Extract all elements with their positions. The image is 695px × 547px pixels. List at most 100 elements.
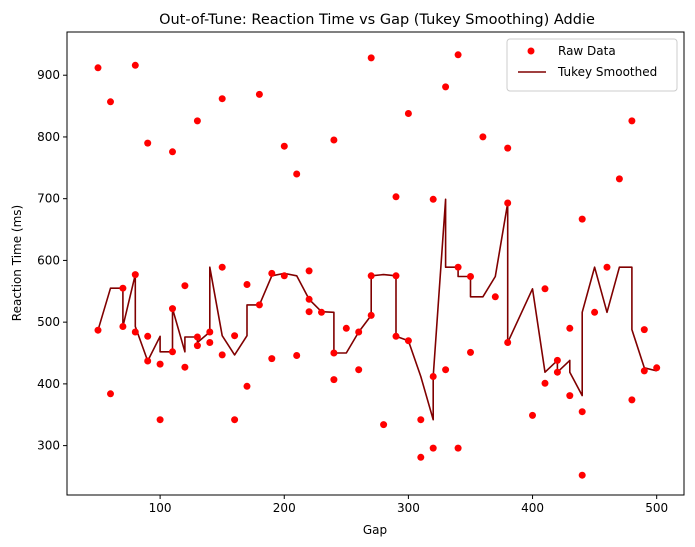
raw-data-point <box>442 366 450 374</box>
legend-box <box>506 38 678 92</box>
raw-data-point <box>429 444 437 452</box>
raw-data-point <box>330 376 338 384</box>
plot-frame <box>66 31 685 496</box>
plot-area <box>94 51 661 479</box>
raw-data-point <box>169 305 176 313</box>
raw-data-point <box>467 273 474 280</box>
y-tick-label: 900 <box>37 68 60 82</box>
raw-data-point <box>255 301 263 309</box>
raw-data-point <box>268 355 276 363</box>
y-tick-label: 800 <box>37 130 60 144</box>
raw-data-point <box>231 416 239 424</box>
raw-data-point <box>243 382 251 390</box>
raw-data-point <box>640 326 648 334</box>
raw-data-point <box>429 373 437 380</box>
y-axis: 300 400 500 600 700 800 900 <box>37 68 67 453</box>
raw-data-point <box>193 342 201 350</box>
raw-data-point <box>417 453 425 461</box>
raw-data-point <box>193 117 201 125</box>
raw-data-point <box>355 366 363 374</box>
raw-data-point <box>578 471 586 479</box>
raw-data-point <box>454 263 462 271</box>
chart-title: Out-of-Tune: Reaction Time vs Gap (Tukey… <box>159 12 595 28</box>
y-tick-label: 400 <box>37 377 60 391</box>
x-tick-label: 500 <box>645 501 668 515</box>
raw-data-series <box>94 51 661 479</box>
raw-data-point <box>218 263 226 271</box>
smoothed-line <box>97 198 657 421</box>
legend-raw-label: Raw Data <box>558 44 616 58</box>
raw-data-point <box>404 110 412 117</box>
x-axis-title: Gap <box>363 523 387 537</box>
raw-data-point <box>169 348 176 356</box>
raw-data-point <box>156 416 164 424</box>
raw-data-point <box>529 411 536 419</box>
raw-data-point <box>504 339 512 346</box>
raw-data-point <box>615 175 623 183</box>
raw-data-point <box>504 199 512 207</box>
raw-data-point <box>94 326 102 334</box>
raw-data-point <box>293 170 301 178</box>
raw-data-point <box>429 195 437 203</box>
raw-data-point <box>181 363 189 371</box>
raw-data-point <box>330 349 338 357</box>
raw-data-point <box>119 284 127 292</box>
x-tick-label: 300 <box>397 501 420 515</box>
raw-data-point <box>206 328 214 336</box>
raw-data-point <box>131 61 139 69</box>
raw-data-point <box>653 364 661 372</box>
raw-data-point <box>144 357 152 365</box>
raw-data-point <box>553 356 561 364</box>
raw-data-point <box>218 95 226 103</box>
raw-data-point <box>541 285 549 293</box>
raw-data-point <box>566 324 574 332</box>
raw-data-point <box>553 368 561 376</box>
raw-data-point <box>131 271 139 279</box>
raw-data-point <box>578 408 586 416</box>
raw-data-point <box>305 267 313 275</box>
y-axis-title: Reaction Time (ms) <box>10 205 24 321</box>
legend-raw-marker <box>527 47 535 55</box>
raw-data-point <box>454 444 462 452</box>
raw-data-point <box>280 142 288 150</box>
x-tick-label: 400 <box>521 501 544 515</box>
raw-data-point <box>280 272 288 280</box>
y-tick-label: 600 <box>37 253 60 267</box>
raw-data-point <box>268 269 276 277</box>
raw-data-point <box>255 90 263 98</box>
raw-data-point <box>144 332 152 340</box>
raw-data-point <box>156 360 164 368</box>
raw-data-point <box>144 139 152 147</box>
raw-data-point <box>169 148 176 156</box>
raw-data-point <box>318 308 325 316</box>
raw-data-point <box>392 332 400 340</box>
raw-data-point <box>94 64 102 72</box>
raw-data-point <box>603 263 611 271</box>
raw-data-point <box>131 328 139 336</box>
raw-data-point <box>243 281 251 288</box>
raw-data-point <box>367 54 375 62</box>
raw-data-point <box>330 136 338 144</box>
raw-data-point <box>181 282 189 290</box>
raw-data-point <box>355 328 363 336</box>
raw-data-point <box>628 117 636 125</box>
raw-data-point <box>367 272 375 280</box>
raw-data-point <box>305 308 313 316</box>
raw-data-point <box>578 215 586 223</box>
legend: Raw Data Tukey Smoothed <box>506 38 678 92</box>
raw-data-point <box>107 98 114 106</box>
x-tick-label: 200 <box>273 501 296 515</box>
raw-data-point <box>491 293 499 301</box>
raw-data-point <box>231 332 239 340</box>
raw-data-point <box>442 83 450 91</box>
raw-data-point <box>479 133 487 141</box>
raw-data-point <box>218 351 226 359</box>
x-tick-label: 100 <box>149 501 172 515</box>
y-tick-label: 700 <box>37 192 60 206</box>
raw-data-point <box>392 193 400 201</box>
raw-data-point <box>367 311 375 319</box>
smoothed-series <box>97 198 657 421</box>
raw-data-point <box>566 392 574 400</box>
raw-data-point <box>380 421 388 429</box>
